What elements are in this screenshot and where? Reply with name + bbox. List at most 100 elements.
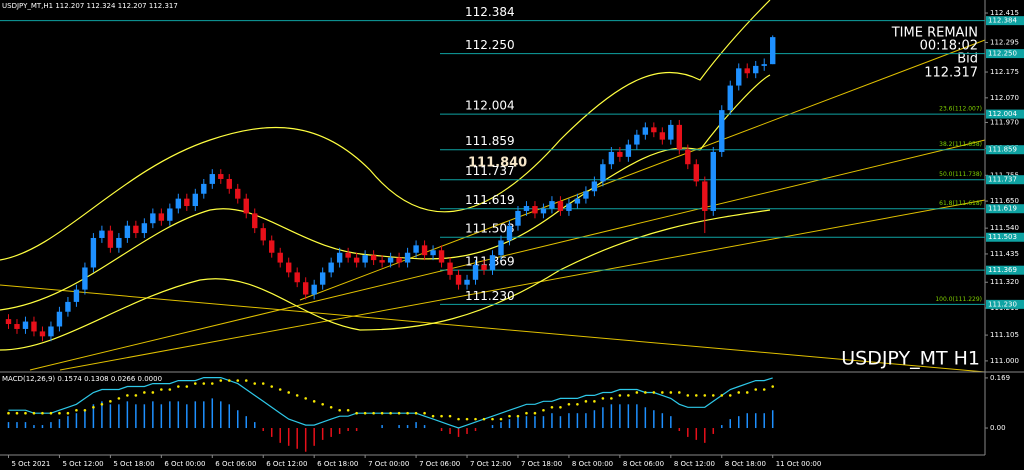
candle-body <box>625 144 632 157</box>
watermark: USDJPY_MT H1 <box>841 348 980 370</box>
signal-dot <box>355 411 358 415</box>
level-axis-label: 111.737 <box>988 176 1017 184</box>
y-tick-label: 112.295 <box>990 39 1019 47</box>
signal-dot <box>644 391 647 394</box>
signal-dot <box>100 403 104 406</box>
signal-dot <box>533 411 537 415</box>
signal-dot <box>363 411 367 415</box>
candle-body <box>455 274 462 285</box>
level-label: 112.004 <box>465 99 515 113</box>
candle-body <box>659 132 666 140</box>
trend-line <box>0 284 986 373</box>
level-label: 111.737 <box>465 164 515 178</box>
signal-dot <box>737 391 741 394</box>
candle-body <box>141 223 148 234</box>
x-tick-label: 7 Oct 12:00 <box>470 460 511 468</box>
level-axis-box <box>986 175 1024 185</box>
signal-dot <box>482 417 486 421</box>
fib-label: 61.8(111.618) <box>939 200 982 207</box>
macd-y-tick-label: 0.00 <box>990 424 1006 432</box>
signal-dot <box>312 400 316 403</box>
x-tick-label: 5 Oct 12:00 <box>62 460 103 468</box>
signal-dot <box>75 408 78 412</box>
signal-dot <box>678 391 681 394</box>
signal-dot <box>627 394 630 397</box>
signal-dot <box>576 403 579 406</box>
candle-body <box>566 203 572 211</box>
signal-dot <box>49 411 53 415</box>
candle-body <box>31 321 37 332</box>
bid-label: Bid <box>957 52 978 67</box>
signal-dot <box>219 379 223 382</box>
signal-dot <box>287 391 291 394</box>
candle-body <box>583 191 589 199</box>
fib-label: 38.2(111.858) <box>939 141 982 148</box>
macd-label: MACD(12,26,9) 0.1574 0.1308 0.0266 0.000… <box>2 375 162 383</box>
level-label: 111.859 <box>465 134 515 148</box>
candle-body <box>557 201 564 211</box>
candle-body <box>5 319 12 325</box>
signal-dot <box>491 417 494 421</box>
candle-body <box>56 311 63 327</box>
signal-dot <box>346 408 350 412</box>
signal-dot <box>711 394 715 397</box>
candle-body <box>319 272 326 285</box>
signal-dot <box>168 388 172 391</box>
signal-dot <box>754 388 758 391</box>
signal-dot <box>661 391 664 394</box>
candle-body <box>14 324 20 329</box>
signal-dot <box>728 394 732 397</box>
candle-body <box>124 225 131 238</box>
candle-body <box>252 213 258 229</box>
signal-dot <box>448 414 452 418</box>
symbol-header: USDJPY_MT,H1 112.207 112.324 112.207 112… <box>2 2 178 10</box>
signal-dot <box>143 391 146 394</box>
x-tick-label: 8 Oct 18:00 <box>725 460 766 468</box>
signal-dot <box>32 411 36 415</box>
signal-dot <box>431 414 435 418</box>
candle-body <box>201 183 207 194</box>
candle-body <box>523 206 530 211</box>
signal-dot <box>151 391 155 394</box>
candle-body <box>39 331 46 337</box>
candle-body <box>506 225 513 241</box>
candle-body <box>82 267 88 290</box>
candle-body <box>464 279 470 285</box>
level-axis-box <box>986 49 1024 59</box>
signal-dot <box>109 400 112 403</box>
level-label: 112.384 <box>465 5 515 19</box>
candle-body <box>302 282 309 295</box>
candle-body <box>651 127 657 133</box>
candle-body <box>693 164 699 182</box>
level-axis-box <box>986 16 1024 26</box>
level-label: 111.503 <box>465 222 515 236</box>
candle-body <box>73 289 80 302</box>
candle-body <box>430 250 436 256</box>
candle-body <box>413 245 419 253</box>
candle-body <box>421 245 428 256</box>
signal-dot <box>253 382 257 385</box>
level-axis-label: 111.230 <box>988 300 1017 308</box>
candle-body <box>744 68 750 74</box>
candle-body <box>99 230 105 238</box>
candle-body <box>158 213 165 221</box>
candle-body <box>498 240 504 256</box>
candle-body <box>311 284 317 295</box>
signal-dot <box>15 411 19 415</box>
level-axis-box <box>986 145 1024 155</box>
candle-body <box>736 68 742 86</box>
candle-body <box>702 181 708 211</box>
signal-dot <box>457 417 460 421</box>
signal-dot <box>550 405 554 409</box>
signal-dot <box>185 385 189 388</box>
level-axis-label: 111.619 <box>988 205 1017 213</box>
upper-band <box>0 0 771 261</box>
signal-dot <box>160 388 163 391</box>
candle-body <box>192 193 199 207</box>
candle-body <box>472 265 479 280</box>
x-tick-label: 8 Oct 12:00 <box>674 460 715 468</box>
signal-dot <box>686 394 690 397</box>
signal-dot <box>474 417 477 421</box>
trend-line <box>29 139 986 371</box>
